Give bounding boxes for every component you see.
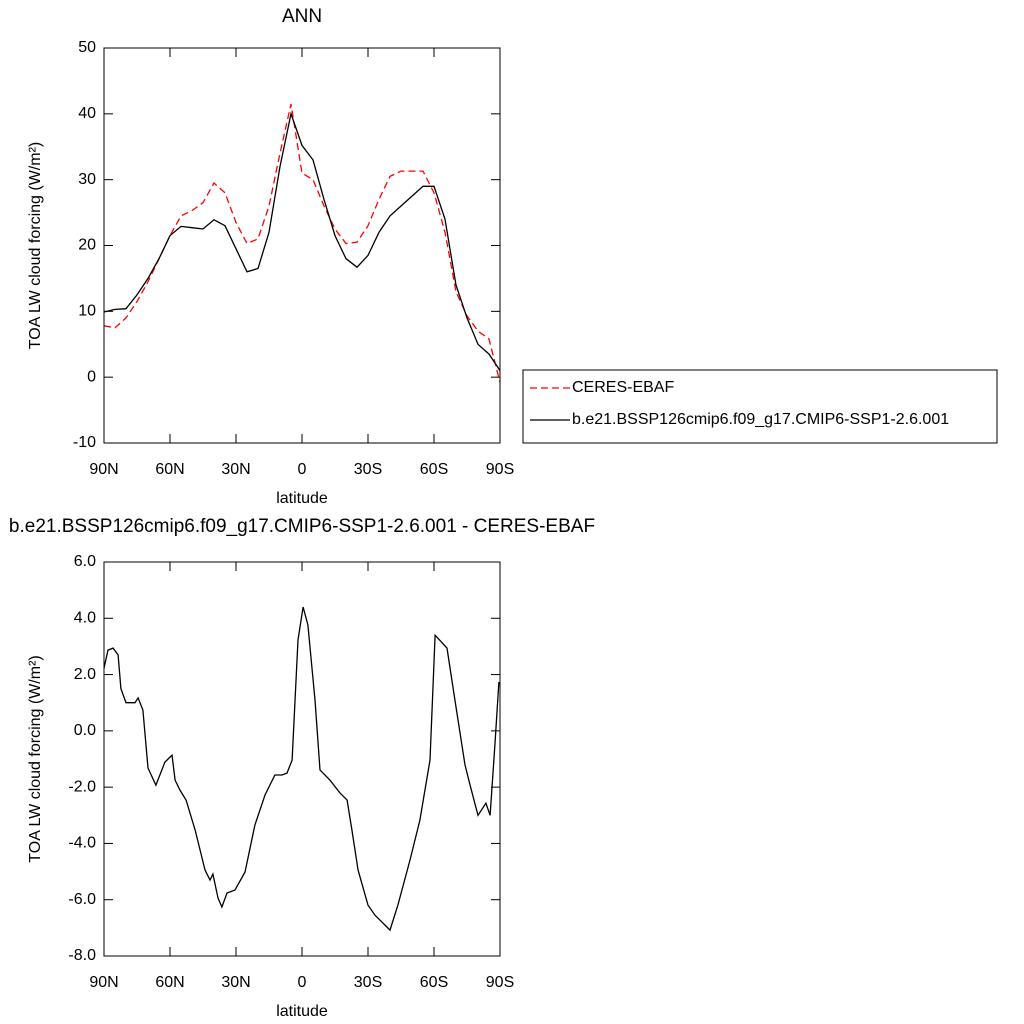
y-tick-label: 0 <box>87 368 96 385</box>
data-line <box>104 103 500 383</box>
x-tick-label: 30N <box>221 974 250 991</box>
x-tick-label: 60N <box>155 974 184 991</box>
y-axis-label: TOA LW cloud forcing (W/m²) <box>27 655 44 862</box>
y-axis-label: TOA LW cloud forcing (W/m²) <box>27 142 44 349</box>
y-tick-label: 0.0 <box>74 722 96 739</box>
y-tick-label: 6.0 <box>74 553 96 570</box>
y-tick-label: -10 <box>73 434 96 451</box>
y-tick-label: -2.0 <box>68 778 96 795</box>
x-tick-label: 90S <box>486 461 514 478</box>
legend-label: b.e21.BSSP126cmip6.f09_g17.CMIP6-SSP1-2.… <box>572 411 949 428</box>
x-tick-label: 30S <box>354 461 382 478</box>
y-tick-label: 50 <box>78 39 96 56</box>
legend-box <box>522 369 998 444</box>
x-tick-label: 90S <box>486 974 514 991</box>
x-tick-label: 90N <box>89 461 118 478</box>
data-line <box>104 111 500 371</box>
legend-label: CERES-EBAF <box>572 379 674 396</box>
plot-frame <box>103 561 501 957</box>
y-tick-label: -6.0 <box>68 891 96 908</box>
y-tick-label: 10 <box>78 303 96 320</box>
y-tick-label: -8.0 <box>68 947 96 964</box>
x-tick-label: 60N <box>155 461 184 478</box>
y-tick-label: -4.0 <box>68 835 96 852</box>
x-tick-label: 30S <box>354 974 382 991</box>
chart-title: b.e21.BSSP126cmip6.f09_g17.CMIP6-SSP1-2.… <box>9 516 595 537</box>
x-tick-label: 60S <box>420 461 448 478</box>
data-line <box>104 606 500 932</box>
x-tick-label: 0 <box>298 974 307 991</box>
x-tick-label: 60S <box>420 974 448 991</box>
plot-frame <box>103 47 501 444</box>
y-tick-label: 2.0 <box>74 666 96 683</box>
legend: CERES-EBAF b.e21.BSSP126cmip6.f09_g17.CM… <box>522 369 998 444</box>
y-tick-label: 40 <box>78 105 96 122</box>
x-axis-label: latitude <box>276 1003 328 1020</box>
y-tick-label: 30 <box>78 171 96 188</box>
x-tick-label: 0 <box>298 461 307 478</box>
chart-title: ANN <box>282 6 322 27</box>
x-tick-label: 90N <box>89 974 118 991</box>
x-tick-label: 30N <box>221 461 250 478</box>
y-tick-label: 20 <box>78 237 96 254</box>
x-axis-label: latitude <box>276 490 328 507</box>
y-tick-label: 4.0 <box>74 610 96 627</box>
